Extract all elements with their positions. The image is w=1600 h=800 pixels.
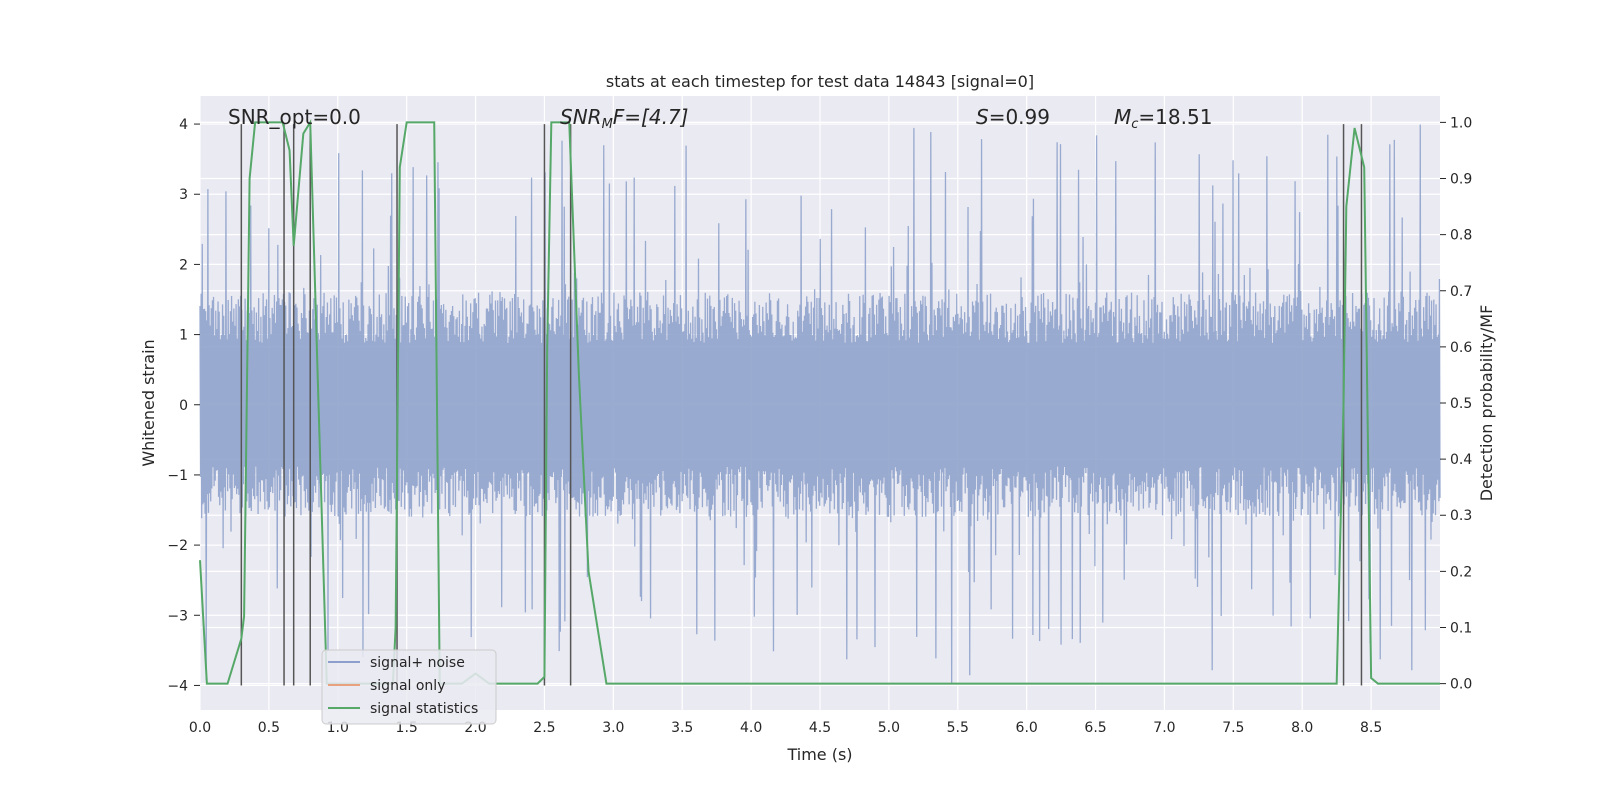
signal-noise-line xyxy=(199,124,1441,685)
y2-tick-label: 0.5 xyxy=(1450,396,1472,412)
x-tick-label: 2.5 xyxy=(533,720,555,736)
y2-tick-label: 0.4 xyxy=(1450,452,1472,468)
snr-mf-sub: M xyxy=(602,117,613,132)
y-tick-label: −4 xyxy=(167,678,188,694)
chart-title: stats at each timestep for test data 148… xyxy=(606,72,1034,91)
y2-tick-label: 0.3 xyxy=(1450,508,1472,524)
x-tick-label: 8.0 xyxy=(1291,720,1313,736)
y2-tick-label: 0.7 xyxy=(1450,284,1472,300)
s-value: =0.99 xyxy=(989,105,1050,129)
legend: signal+ noise signal only signal statist… xyxy=(321,649,497,725)
y-tick-label: −1 xyxy=(167,468,188,484)
x-tick-label: 7.0 xyxy=(1153,720,1175,736)
y-tick-label: 2 xyxy=(179,257,188,273)
y-tick-label: −3 xyxy=(167,608,188,624)
legend-label-signal-only: signal only xyxy=(370,678,445,694)
snr-mf-annotation: SNRMF=[4.7] xyxy=(560,105,688,132)
signal-statistics-series xyxy=(199,119,1440,685)
x-tick-label: 3.5 xyxy=(671,720,693,736)
y2-tick-label: 0.2 xyxy=(1450,564,1472,580)
mc-annotation: Mc=18.51 xyxy=(1114,105,1212,132)
y2-axis-label: Detection probability/MF xyxy=(1477,305,1496,502)
signal-statistics-line xyxy=(199,119,1440,685)
snr-mf-rest: F=[4.7] xyxy=(613,105,689,129)
y-tick-label: −2 xyxy=(167,538,188,554)
y2-tick-label: 0.0 xyxy=(1450,677,1472,693)
x-tick-label: 6.0 xyxy=(1016,720,1038,736)
x-axis-label: Time (s) xyxy=(786,745,852,764)
y2-axis-ticks: 0.0 0.1 0.2 0.3 0.4 0.5 0.6 0.7 0.8 0.9 1.0 xyxy=(1440,115,1472,693)
s-label: S xyxy=(976,105,989,129)
y-tick-label: 0 xyxy=(179,398,188,414)
legend-label-signal-noise: signal+ noise xyxy=(370,655,465,671)
snr-opt-annotation: SNR_opt=0.0 xyxy=(228,105,361,129)
y2-tick-label: 1.0 xyxy=(1450,115,1472,131)
y2-tick-label: 0.9 xyxy=(1450,172,1472,188)
y-axis-ticks: −4 −3 −2 −1 0 1 2 3 4 xyxy=(167,117,200,694)
x-tick-label: 3.0 xyxy=(602,720,624,736)
x-tick-label: 7.5 xyxy=(1222,720,1244,736)
x-tick-label: 8.5 xyxy=(1360,720,1382,736)
legend-label-signal-statistics: signal statistics xyxy=(370,701,478,717)
x-tick-label: 5.5 xyxy=(947,720,969,736)
y2-tick-label: 0.8 xyxy=(1450,228,1472,244)
x-tick-label: 4.0 xyxy=(740,720,762,736)
s-annotation: S=0.99 xyxy=(976,105,1050,129)
x-tick-label: 6.5 xyxy=(1084,720,1106,736)
legend-box xyxy=(321,649,497,725)
x-tick-label: 5.0 xyxy=(878,720,900,736)
signal-noise-series xyxy=(199,124,1441,685)
mc-base: M xyxy=(1114,105,1131,129)
y-tick-label: 1 xyxy=(179,328,188,344)
x-tick-label: 4.5 xyxy=(809,720,831,736)
x-tick-label: 0.5 xyxy=(258,720,280,736)
snr-mf-base: SNR xyxy=(560,105,602,129)
y-tick-label: 3 xyxy=(179,187,188,203)
y-tick-label: 4 xyxy=(179,117,188,133)
y-axis-label: Whitened strain xyxy=(139,339,158,466)
y2-tick-label: 0.1 xyxy=(1450,620,1472,636)
x-tick-label: 0.0 xyxy=(189,720,211,736)
mc-sub: c xyxy=(1131,117,1138,132)
mc-value: =18.51 xyxy=(1138,105,1212,129)
y2-tick-label: 0.6 xyxy=(1450,340,1472,356)
